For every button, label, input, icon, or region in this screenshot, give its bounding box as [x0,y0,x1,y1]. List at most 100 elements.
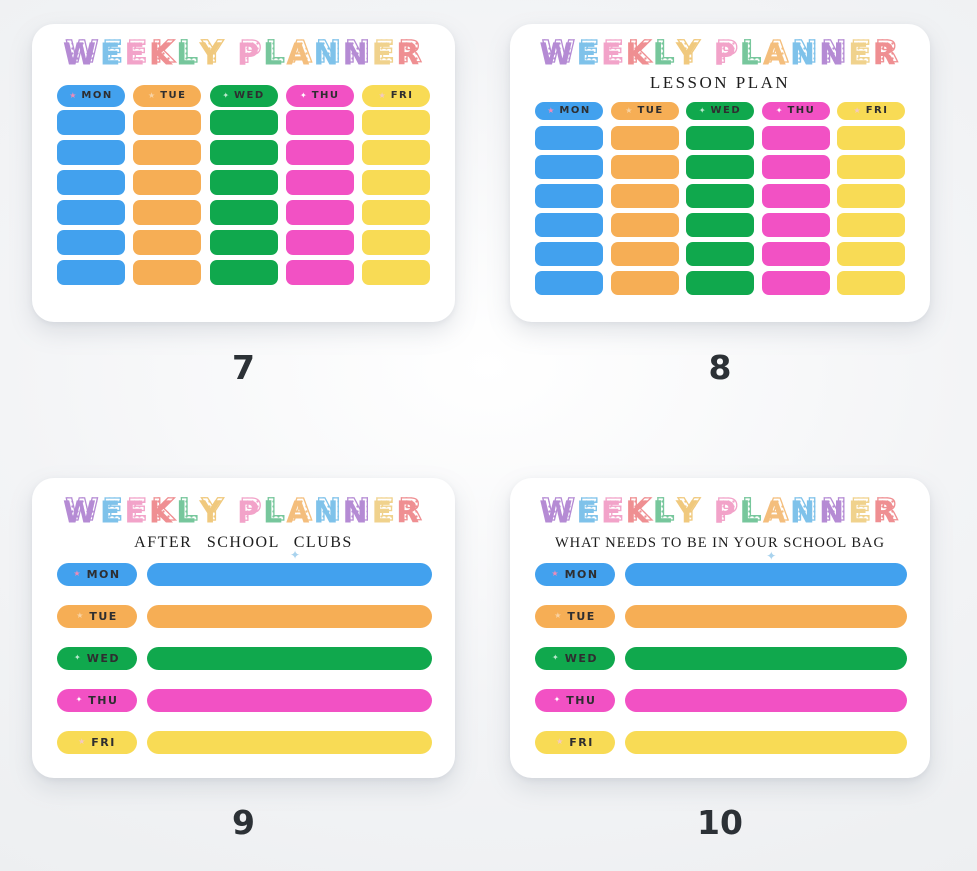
grid-cell-mon[interactable] [535,212,603,237]
grid-cell-thu[interactable] [285,229,354,255]
day-pill-thu[interactable]: ✦ THU [285,84,354,107]
grid-cell-wed[interactable] [209,169,278,195]
day-pill-fri[interactable]: ★ FRI [362,84,430,107]
day-pill-wed[interactable]: ✦ WED [209,84,278,107]
title-letter: L [265,35,285,70]
day-pill-mon[interactable]: ★ MON [535,101,603,120]
grid-cell-mon[interactable] [57,229,125,255]
grid-cell-wed[interactable] [686,154,754,179]
grid-cell-fri[interactable] [837,270,905,295]
day-pill-fri[interactable]: ★ FRI [837,101,905,120]
entry-bar-thu[interactable] [625,688,907,712]
grid-cell-tue[interactable] [133,229,202,255]
day-pill-mon[interactable]: ★ MON [535,562,615,586]
grid-cell-thu[interactable] [285,199,354,225]
grid-cell-thu[interactable] [285,259,354,285]
title-letter: Y [201,493,224,528]
grid-cell-wed[interactable] [686,212,754,237]
day-pill-tue[interactable]: ★ TUE [535,604,615,628]
grid-cell-wed[interactable] [209,109,278,135]
grid-cell-thu[interactable] [761,212,830,237]
grid-cell-tue[interactable] [610,212,679,237]
grid-cell-wed[interactable] [209,199,278,225]
grid-cell-tue[interactable] [610,270,679,295]
day-pill-thu[interactable]: ✦ THU [57,688,137,712]
grid-cell-tue[interactable] [133,109,202,135]
grid-cell-wed[interactable] [209,229,278,255]
day-pill-wed[interactable]: ✦ WED [686,101,754,120]
grid-cell-wed[interactable] [209,259,278,285]
grid-cell-thu[interactable] [761,183,830,208]
grid-cell-mon[interactable] [535,125,603,150]
grid-cell-fri[interactable] [362,169,430,195]
grid-cell-thu[interactable] [285,169,354,195]
day-pill-wed[interactable]: ✦ WED [57,646,137,670]
grid-cell-tue[interactable] [133,259,202,285]
grid-cell-fri[interactable] [837,183,905,208]
day-pill-tue[interactable]: ★ TUE [57,604,137,628]
day-pill-tue[interactable]: ★ TUE [133,84,202,107]
grid-cell-mon[interactable] [57,169,125,195]
day-pill-mon[interactable]: ★ MON [57,84,125,107]
entry-bar-wed[interactable] [625,646,907,670]
entry-bar-wed[interactable] [147,646,432,670]
grid-cell-wed[interactable] [686,125,754,150]
day-label: FRI [91,735,116,749]
grid-cell-mon[interactable] [535,154,603,179]
grid-cell-tue[interactable] [610,241,679,266]
grid-cell-fri[interactable] [362,229,430,255]
grid-cell-tue[interactable] [610,125,679,150]
grid-cell-mon[interactable] [535,270,603,295]
title-letter: K [151,493,176,528]
grid-cell-mon[interactable] [535,183,603,208]
grid-cell-thu[interactable] [285,139,354,165]
grid-cell-fri[interactable] [837,154,905,179]
grid-cell-wed[interactable] [209,139,278,165]
day-label: THU [566,693,597,707]
grid-cell-thu[interactable] [285,109,354,135]
grid-cell-fri[interactable] [362,139,430,165]
grid-cell-mon[interactable] [57,259,125,285]
grid-cell-thu[interactable] [761,241,830,266]
grid-cell-fri[interactable] [837,241,905,266]
grid-cell-mon[interactable] [535,241,603,266]
entry-bar-mon[interactable] [625,562,907,586]
grid-cell-mon[interactable] [57,139,125,165]
day-pill-fri[interactable]: ★ FRI [57,730,137,754]
grid-cell-tue[interactable] [133,139,202,165]
grid-cell-wed[interactable] [686,183,754,208]
day-pill-fri[interactable]: ★ FRI [535,730,615,754]
grid-cell-wed[interactable] [686,270,754,295]
grid-cell-tue[interactable] [133,199,202,225]
entry-bar-fri[interactable] [625,730,907,754]
day-pill-wed[interactable]: ✦ WED [535,646,615,670]
entry-bar-tue[interactable] [147,604,432,628]
day-pill-tue[interactable]: ★ TUE [610,101,679,120]
grid-cell-fri[interactable] [362,199,430,225]
entry-bar-fri[interactable] [147,730,432,754]
grid-cell-mon[interactable] [57,109,125,135]
grid-cell-thu[interactable] [761,270,830,295]
entry-bar-thu[interactable] [147,688,432,712]
grid-cell-fri[interactable] [362,259,430,285]
entry-bar-mon[interactable] [147,562,432,586]
grid-cell-fri[interactable] [837,212,905,237]
grid-cell-fri[interactable] [837,125,905,150]
grid-cell-tue[interactable] [133,169,202,195]
entry-bar-tue[interactable] [625,604,907,628]
grid-cell-thu[interactable] [761,125,830,150]
grid-cell-thu[interactable] [761,154,830,179]
day-pill-thu[interactable]: ✦ THU [535,688,615,712]
day-pill-mon[interactable]: ★ MON [57,562,137,586]
grid-cell-fri[interactable] [362,109,430,135]
grid-cell-mon[interactable] [57,199,125,225]
grid-cell-tue[interactable] [610,183,679,208]
grid-cell-tue[interactable] [610,154,679,179]
grid-cell-wed[interactable] [686,241,754,266]
day-pill-thu[interactable]: ✦ THU [761,101,830,120]
